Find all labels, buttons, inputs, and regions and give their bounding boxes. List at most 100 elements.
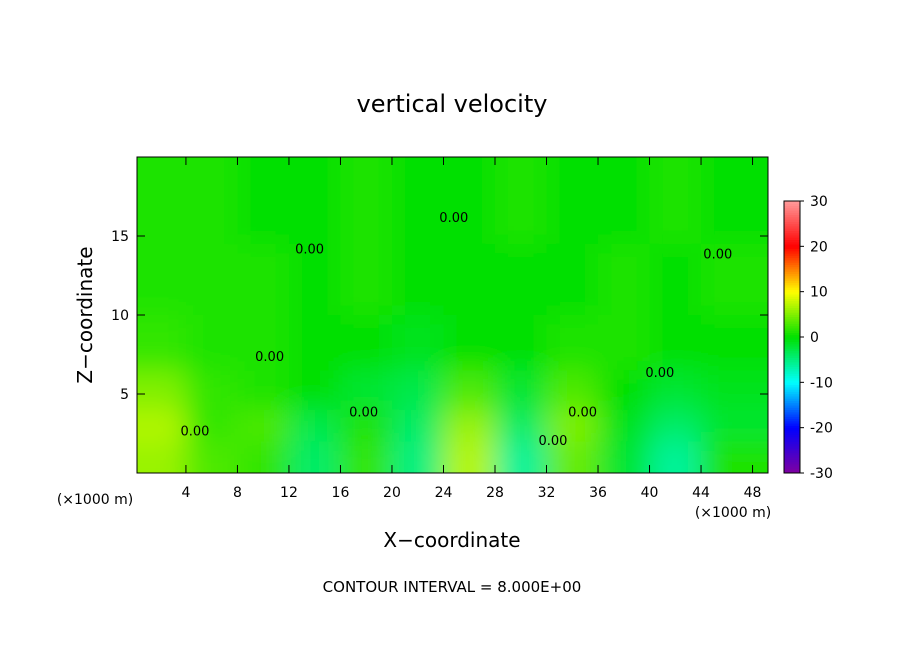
cell (494, 441, 547, 473)
contour-label: 0.00 (645, 366, 674, 381)
colorbar-swatch (784, 287, 800, 290)
cell (137, 157, 186, 244)
colorbar-swatch (784, 443, 800, 447)
colorbar-swatch (784, 214, 800, 218)
colorbar-swatch (784, 357, 800, 361)
colorbar-swatch (784, 216, 800, 220)
colorbar-swatch (784, 237, 800, 241)
cell (185, 157, 238, 244)
cell (443, 315, 495, 371)
cell (494, 370, 547, 410)
cell (546, 370, 599, 410)
colorbar-swatch (784, 312, 800, 315)
colorbar-swatch (784, 253, 800, 256)
colorbar-swatch (784, 346, 800, 349)
colorbar-swatch (784, 327, 800, 331)
contour-label: 0.00 (349, 405, 378, 420)
colorbar-swatch (784, 461, 800, 465)
colorbar-swatch (784, 225, 800, 229)
x-tick-label: 4 (181, 485, 190, 501)
colorbar-swatch (784, 241, 800, 245)
colorbar-swatch (784, 386, 800, 390)
x-tick-label: 36 (589, 485, 607, 501)
colorbar-tick-label: 0 (810, 330, 819, 346)
colorbar-swatch (784, 359, 800, 363)
cell (288, 157, 341, 244)
cell (237, 315, 289, 371)
colorbar-swatch (784, 468, 800, 472)
colorbar-swatch (784, 293, 800, 297)
colorbar-swatch (784, 321, 800, 324)
y-tick-label: 5 (120, 387, 129, 403)
cell (546, 157, 599, 244)
colorbar-swatch (784, 429, 800, 433)
colorbar-swatch (784, 427, 800, 431)
colorbar-swatch (784, 298, 800, 302)
cell (649, 315, 702, 371)
colorbar-swatch (784, 395, 800, 399)
cell (701, 243, 768, 315)
cell (185, 243, 238, 315)
colorbar-swatch (784, 407, 800, 411)
x-unit: (×1000 m) (695, 505, 771, 521)
colorbar-swatch (784, 266, 800, 270)
cell (391, 315, 444, 371)
cell (185, 441, 238, 473)
colorbar-swatch (784, 352, 800, 356)
colorbar-swatch (784, 409, 800, 413)
contour-label: 0.00 (255, 350, 284, 365)
colorbar-swatch (784, 400, 800, 404)
colorbar-swatch (784, 402, 800, 406)
colorbar-swatch (784, 418, 800, 422)
x-tick-label: 20 (383, 485, 401, 501)
cell (546, 441, 599, 473)
cell (443, 157, 495, 244)
colorbar-swatch (784, 361, 800, 365)
cell (340, 243, 392, 315)
colorbar-swatch (784, 221, 800, 225)
colorbar-swatch (784, 207, 800, 211)
x-tick-label: 32 (538, 485, 556, 501)
colorbar-swatch (784, 262, 800, 265)
colorbar-swatch (784, 436, 800, 440)
colorbar-swatch (784, 339, 800, 343)
colorbar-swatch (784, 269, 800, 272)
colorbar-swatch (784, 307, 800, 311)
colorbar-swatch (784, 375, 800, 379)
cell (701, 157, 768, 244)
colorbar-swatch (784, 343, 800, 347)
colorbar-tick-label: 10 (810, 285, 828, 301)
colorbar-swatch (784, 441, 800, 445)
cell (340, 441, 392, 473)
colorbar-tick-label: -30 (810, 466, 833, 482)
colorbar-swatch (784, 271, 800, 275)
y-tick-label: 15 (111, 229, 129, 245)
cell (701, 409, 768, 442)
cell (137, 441, 186, 473)
colorbar-swatch (784, 309, 800, 313)
colorbar-swatch (784, 341, 800, 345)
cell (237, 370, 289, 410)
colorbar-swatch (784, 348, 800, 352)
colorbar-swatch (784, 282, 800, 286)
colorbar-swatch (784, 434, 800, 438)
colorbar-swatch (784, 463, 800, 467)
cell (649, 409, 702, 442)
contour-label: 0.00 (295, 243, 324, 258)
colorbar-swatch (784, 291, 800, 295)
cell (494, 157, 547, 244)
cells (137, 157, 768, 473)
colorbar-swatch (784, 205, 800, 209)
colorbar-swatch (784, 325, 800, 329)
cell (237, 409, 289, 442)
cell (701, 315, 768, 371)
colorbar-swatch (784, 459, 800, 463)
colorbar-swatch (784, 314, 800, 318)
colorbar-swatch (784, 366, 800, 370)
colorbar-swatch (784, 457, 800, 460)
contour-label: 0.00 (180, 424, 209, 439)
colorbar-swatch (784, 334, 800, 338)
colorbar-swatch (784, 244, 800, 247)
cell (649, 157, 702, 244)
